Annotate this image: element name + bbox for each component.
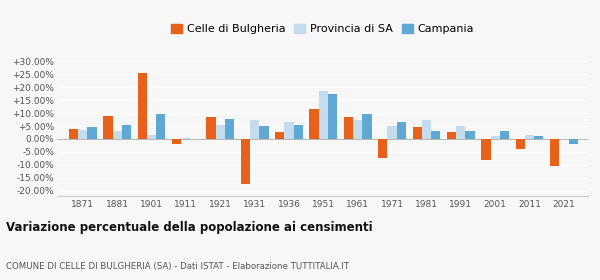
Bar xyxy=(156,114,166,139)
Bar xyxy=(353,120,362,139)
Text: COMUNE DI CELLE DI BULGHERIA (SA) - Dati ISTAT - Elaborazione TUTTITALIA.IT: COMUNE DI CELLE DI BULGHERIA (SA) - Dati… xyxy=(6,262,349,271)
Bar xyxy=(259,126,269,139)
Bar xyxy=(500,131,509,139)
Bar xyxy=(275,132,284,139)
Bar xyxy=(103,116,113,139)
Bar xyxy=(113,131,122,139)
Bar xyxy=(344,117,353,139)
Bar xyxy=(388,126,397,139)
Bar xyxy=(456,126,466,139)
Bar xyxy=(569,139,578,144)
Bar xyxy=(215,125,225,139)
Bar xyxy=(319,91,328,139)
Bar xyxy=(422,120,431,139)
Bar xyxy=(181,138,191,139)
Bar xyxy=(397,122,406,139)
Bar xyxy=(310,109,319,139)
Bar xyxy=(481,139,491,160)
Bar xyxy=(69,129,78,139)
Bar xyxy=(378,139,388,158)
Bar xyxy=(241,139,250,184)
Bar xyxy=(413,127,422,139)
Bar xyxy=(147,135,156,139)
Bar xyxy=(362,114,371,139)
Bar xyxy=(206,117,215,139)
Bar xyxy=(447,132,456,139)
Bar xyxy=(137,73,147,139)
Bar xyxy=(88,127,97,139)
Bar xyxy=(122,125,131,139)
Bar xyxy=(466,131,475,139)
Legend: Celle di Bulgheria, Provincia di SA, Campania: Celle di Bulgheria, Provincia di SA, Cam… xyxy=(167,20,478,39)
Bar xyxy=(328,94,337,139)
Bar xyxy=(172,139,181,144)
Bar xyxy=(78,130,88,139)
Bar xyxy=(491,136,500,139)
Bar xyxy=(225,119,234,139)
Bar xyxy=(534,136,544,139)
Bar xyxy=(284,122,293,139)
Bar xyxy=(250,120,259,139)
Bar xyxy=(550,139,559,166)
Text: Variazione percentuale della popolazione ai censimenti: Variazione percentuale della popolazione… xyxy=(6,221,373,234)
Bar xyxy=(293,125,303,139)
Bar xyxy=(515,139,525,149)
Bar xyxy=(525,135,534,139)
Bar xyxy=(431,131,440,139)
